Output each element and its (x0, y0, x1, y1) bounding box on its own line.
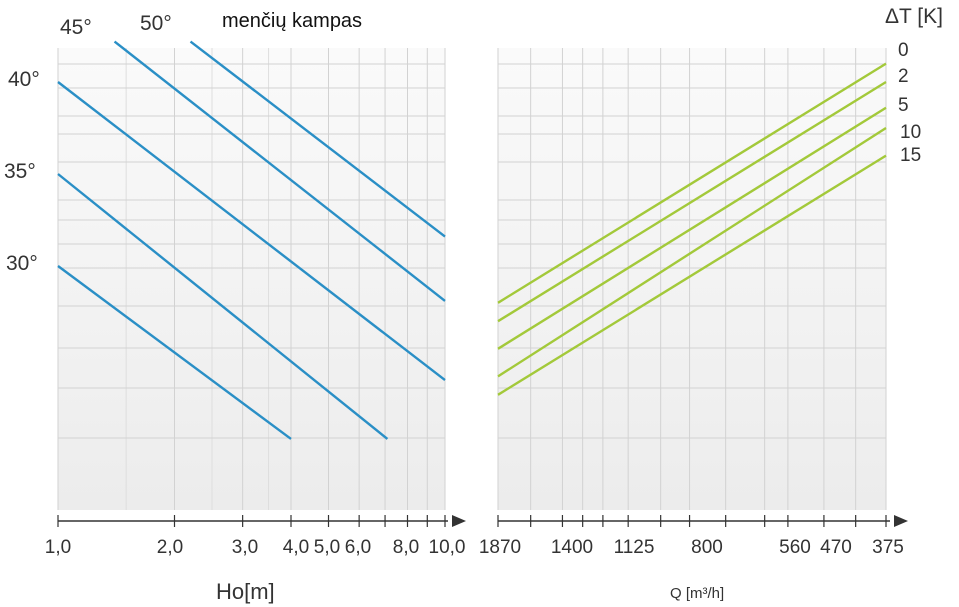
delta-t-label-10: 10 (900, 122, 921, 143)
left-x-tick-label: 10,0 (429, 537, 466, 558)
angle-label-40: 40° (8, 68, 40, 91)
angle-label-50: 50° (140, 12, 172, 35)
left-x-axis-title: Ho[m] (216, 579, 275, 604)
right-x-tick-label: 1400 (551, 537, 593, 558)
right-x-axis-title: Q [m³/h] (670, 585, 724, 602)
delta-t-label-5: 5 (898, 95, 909, 116)
grid-lines (57, 48, 887, 510)
left-x-tick-label: 1,0 (45, 537, 71, 558)
series-line-dt-5 (497, 106, 887, 350)
chart-title: menčių kampas (222, 10, 362, 32)
angle-label-30: 30° (6, 252, 38, 275)
series-line-dt-0 (497, 62, 887, 304)
series-line-dt-10 (497, 126, 887, 378)
series-line-angle-30 (57, 265, 292, 440)
series-line-dt-15 (497, 154, 887, 396)
left-x-tick-label: 3,0 (232, 537, 258, 558)
right-x-axis-arrow (894, 515, 908, 527)
series-lines (57, 40, 887, 440)
angle-label-35: 35° (4, 160, 36, 183)
right-x-tick-label: 1870 (479, 537, 521, 558)
delta-t-label-15: 15 (900, 145, 921, 166)
delta-t-legend-title: ΔT [K] (885, 5, 943, 28)
series-line-angle-50 (189, 40, 446, 238)
left-x-tick-label: 2,0 (157, 537, 183, 558)
left-x-tick-label: 8,0 (393, 537, 419, 558)
right-x-tick-label: 560 (779, 537, 811, 558)
left-x-axis-arrow (452, 515, 466, 527)
left-x-tick-label: 6,0 (345, 537, 371, 558)
left-x-tick-label: 5,0 (314, 537, 340, 558)
angle-label-45: 45° (60, 16, 92, 39)
axes (57, 515, 908, 527)
delta-t-label-0: 0 (898, 40, 909, 61)
delta-t-label-2: 2 (898, 66, 909, 87)
right-x-tick-label: 800 (691, 537, 723, 558)
series-line-angle-35 (57, 173, 389, 440)
right-x-tick-label: 1125 (614, 537, 655, 558)
series-line-angle-45 (113, 40, 446, 302)
left-x-tick-label: 4,0 (283, 537, 309, 558)
right-x-tick-label: 470 (820, 537, 852, 558)
series-line-angle-40 (57, 81, 446, 382)
series-line-dt-2 (497, 80, 887, 323)
right-x-tick-label: 375 (872, 537, 904, 558)
left-plot-area (58, 48, 445, 510)
